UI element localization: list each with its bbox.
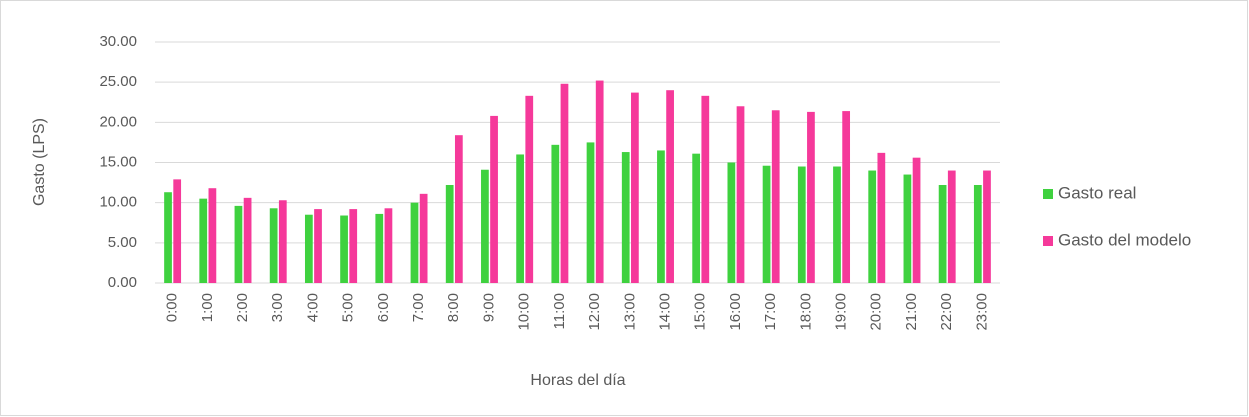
- bar: [983, 170, 991, 283]
- bar: [657, 150, 665, 283]
- x-tick-label: 22:00: [938, 293, 955, 331]
- x-tick-label: 18:00: [797, 293, 814, 331]
- x-tick-label: 14:00: [656, 293, 673, 331]
- bar: [903, 174, 912, 283]
- bar: [269, 208, 278, 283]
- bar: [410, 202, 419, 283]
- y-tick-label: 20.00: [99, 113, 137, 130]
- bar: [199, 198, 208, 283]
- bar: [454, 135, 463, 283]
- bar: [340, 215, 348, 283]
- bar: [973, 184, 982, 283]
- legend-swatch: [1043, 189, 1053, 199]
- bar: [304, 214, 313, 283]
- x-tick-label: 16:00: [727, 293, 744, 331]
- bar: [314, 209, 322, 283]
- bar: [445, 184, 454, 283]
- bar: [631, 92, 639, 283]
- bar: [868, 170, 877, 283]
- bar: [384, 208, 393, 283]
- bar: [586, 142, 595, 283]
- x-tick-label: 13:00: [621, 293, 638, 331]
- legend-label: Gasto real: [1058, 183, 1136, 202]
- x-tick-label: 17:00: [762, 293, 779, 331]
- y-tick-label: 25.00: [99, 73, 137, 90]
- legend-swatch: [1043, 236, 1053, 246]
- x-tick-label: 20:00: [868, 293, 885, 331]
- x-tick-label: 1:00: [199, 293, 216, 322]
- bar: [727, 162, 736, 283]
- bar: [595, 80, 604, 283]
- bar: [208, 188, 217, 283]
- bar: [375, 213, 384, 283]
- bar: [797, 166, 806, 283]
- x-tick-label: 19:00: [833, 293, 850, 331]
- x-tick-label: 10:00: [516, 293, 533, 331]
- x-tick-label: 23:00: [973, 293, 990, 331]
- bar: [701, 95, 710, 283]
- y-tick-label: 10.00: [99, 194, 137, 211]
- y-tick-label: 15.00: [99, 153, 137, 170]
- bar: [736, 106, 745, 284]
- bar: [419, 193, 428, 283]
- x-tick-label: 9:00: [480, 293, 497, 322]
- x-tick-label: 4:00: [304, 293, 321, 322]
- bar: [947, 170, 956, 283]
- bar: [490, 115, 498, 283]
- bar: [912, 157, 921, 283]
- y-tick-label: 0.00: [108, 274, 137, 291]
- bar: [173, 179, 182, 283]
- bar: [551, 144, 560, 283]
- x-tick-label: 2:00: [234, 293, 251, 322]
- bar: [164, 192, 172, 283]
- bar: [525, 95, 534, 283]
- y-tick-label: 30.00: [99, 33, 137, 50]
- x-tick-label: 15:00: [692, 293, 709, 331]
- legend-label: Gasto del modelo: [1058, 230, 1191, 249]
- x-tick-label: 21:00: [903, 293, 920, 331]
- bar: [621, 152, 630, 283]
- bar: [349, 209, 358, 283]
- y-axis-title: Gasto (LPS): [31, 118, 48, 206]
- x-axis-title: Horas del día: [530, 372, 625, 389]
- bar: [833, 166, 841, 283]
- bar: [560, 83, 569, 283]
- x-tick-label: 12:00: [586, 293, 603, 331]
- bar: [516, 154, 524, 283]
- bar: [243, 197, 252, 283]
- bar: [877, 152, 886, 283]
- bar: [666, 90, 674, 283]
- x-tick-label: 7:00: [410, 293, 427, 322]
- x-tick-label: 6:00: [375, 293, 392, 322]
- bar: [278, 200, 287, 283]
- x-tick-label: 3:00: [269, 293, 286, 322]
- y-tick-label: 5.00: [108, 234, 137, 251]
- bar: [938, 184, 947, 283]
- bar: [481, 169, 489, 283]
- x-tick-label: 5:00: [340, 293, 357, 322]
- x-tick-label: 8:00: [445, 293, 462, 322]
- bar: [692, 153, 701, 283]
- x-tick-label: 11:00: [551, 293, 568, 329]
- bar: [234, 205, 243, 283]
- bar: [807, 111, 815, 283]
- x-tick-label: 0:00: [164, 293, 181, 322]
- bar: [771, 110, 780, 284]
- bar: [842, 111, 851, 283]
- bar: [762, 165, 771, 283]
